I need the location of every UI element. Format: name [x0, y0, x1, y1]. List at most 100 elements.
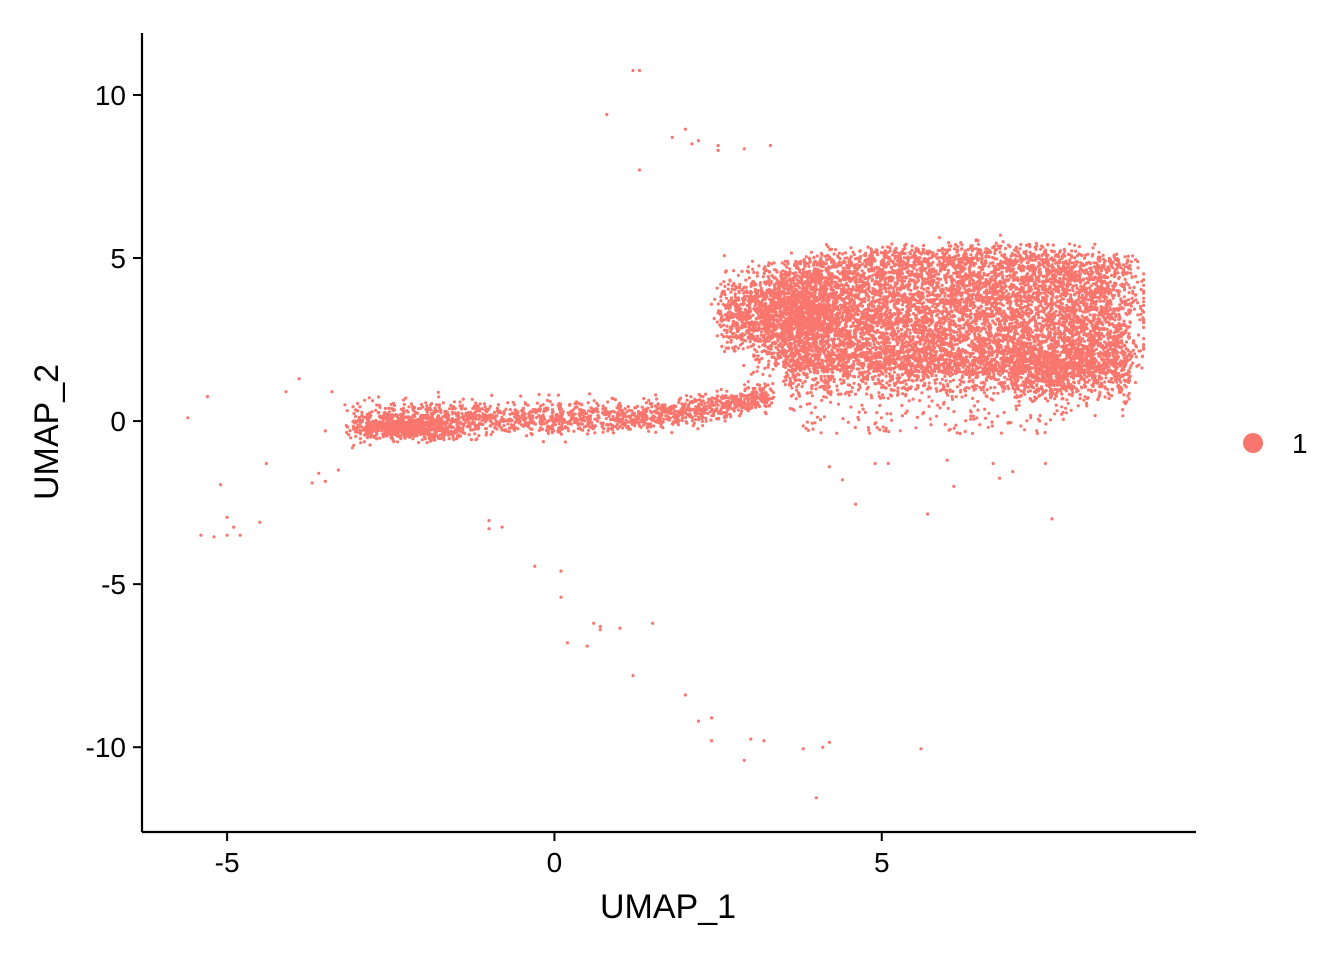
data-point [980, 254, 984, 258]
data-point [1016, 279, 1020, 283]
data-point [895, 288, 899, 292]
data-point [768, 143, 773, 148]
data-point [1131, 289, 1135, 293]
data-point [559, 595, 563, 599]
data-point [888, 322, 892, 326]
data-point [887, 311, 892, 315]
data-point [864, 381, 868, 385]
data-point [809, 250, 814, 254]
data-point [827, 740, 832, 744]
data-point [1062, 273, 1066, 277]
data-point [845, 256, 849, 260]
data-point [1102, 334, 1106, 338]
data-point [742, 147, 746, 151]
data-point [939, 342, 943, 347]
data-point [871, 346, 875, 350]
data-point [1004, 289, 1009, 293]
data-point [870, 277, 875, 281]
data-point [909, 288, 913, 292]
data-point [960, 247, 964, 251]
data-point [907, 280, 911, 284]
data-point [1000, 253, 1004, 257]
data-point [336, 468, 340, 472]
data-point [1122, 295, 1126, 299]
data-point [821, 745, 825, 749]
data-point [1065, 266, 1069, 270]
data-point [977, 256, 981, 261]
data-point [1136, 280, 1140, 284]
data-point [931, 260, 935, 264]
data-point [980, 322, 985, 326]
data-point [1096, 344, 1100, 348]
data-point [1001, 274, 1005, 278]
data-point [637, 168, 642, 172]
data-point [898, 273, 902, 278]
data-point [801, 747, 805, 751]
data-point [1077, 245, 1081, 249]
data-point [1128, 286, 1132, 290]
data-point [1085, 302, 1089, 306]
data-point [1027, 293, 1031, 297]
data-point [323, 429, 327, 433]
data-point [926, 252, 930, 256]
data-point [330, 390, 334, 394]
data-point [960, 297, 965, 301]
data-point [936, 248, 940, 253]
data-point [842, 300, 847, 305]
data-point [899, 279, 904, 283]
data-point [1142, 272, 1146, 276]
data-point [1080, 314, 1084, 318]
data-point [853, 257, 858, 261]
data-point [1073, 243, 1077, 247]
data-point [1109, 273, 1114, 277]
data-point [1139, 312, 1143, 316]
data-point [968, 304, 973, 308]
data-point [1005, 274, 1009, 278]
data-point [974, 238, 978, 242]
data-point [907, 320, 911, 324]
data-point [905, 327, 910, 331]
data-point [343, 403, 347, 407]
data-point [1051, 243, 1055, 247]
data-point [804, 255, 808, 259]
data-point [984, 320, 988, 324]
data-point [1071, 261, 1075, 265]
data-point [911, 312, 916, 316]
data-point [909, 317, 913, 322]
data-point [1006, 278, 1010, 282]
data-point [766, 365, 770, 369]
data-point [1011, 470, 1015, 474]
data-point [871, 273, 875, 277]
data-point [1044, 313, 1048, 317]
data-point [869, 248, 874, 252]
data-point [1040, 316, 1044, 320]
data-point [1098, 299, 1102, 303]
data-point [1126, 283, 1130, 287]
data-point [565, 641, 570, 645]
data-point [225, 515, 229, 519]
data-point [1054, 304, 1059, 308]
data-point [1039, 291, 1043, 295]
data-point [838, 303, 842, 307]
data-point [983, 340, 987, 344]
data-point [843, 251, 848, 255]
data-point [1014, 245, 1019, 249]
data-point [841, 252, 845, 256]
data-point [965, 300, 969, 304]
data-point [858, 254, 863, 259]
data-point [998, 311, 1002, 316]
data-point [598, 628, 602, 632]
data-point [955, 342, 959, 346]
data-point [913, 258, 917, 262]
data-point [853, 266, 857, 270]
data-point [907, 256, 911, 260]
data-point [880, 315, 884, 319]
data-point [1117, 275, 1121, 279]
data-point [598, 624, 602, 629]
data-point [872, 369, 876, 373]
data-point [927, 256, 931, 260]
data-point [799, 259, 803, 263]
data-point [1034, 241, 1038, 245]
data-point [954, 254, 958, 258]
data-point [1092, 265, 1096, 269]
